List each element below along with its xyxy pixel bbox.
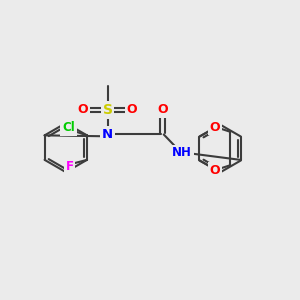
Text: O: O (127, 103, 137, 116)
Text: O: O (210, 164, 220, 176)
Text: S: S (103, 103, 112, 117)
Text: N: N (102, 128, 113, 141)
Text: O: O (157, 103, 168, 116)
Text: F: F (66, 160, 74, 173)
Text: O: O (210, 121, 220, 134)
Text: Cl: Cl (62, 121, 75, 134)
Text: NH: NH (172, 146, 192, 160)
Text: O: O (78, 103, 88, 116)
